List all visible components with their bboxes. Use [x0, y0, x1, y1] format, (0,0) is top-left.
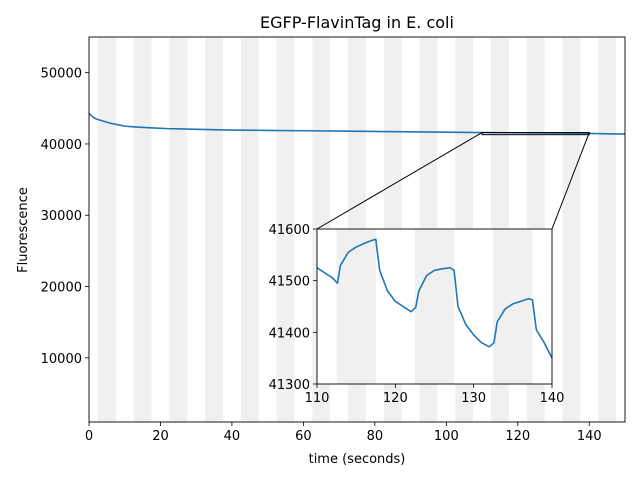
inset-band-0 [336, 229, 376, 384]
main-frame [88, 36, 626, 423]
inset-x-tick-label: 110 [305, 391, 330, 406]
inset-y-tick-label: 41400 [269, 326, 310, 341]
inset-x-tick-label: 130 [461, 391, 486, 406]
zoom-connector-left [316, 132, 483, 230]
main-x-tick-label: 140 [577, 429, 602, 444]
inset-x-tick-label: 120 [383, 391, 408, 406]
main-x-tick-label: 0 [85, 429, 93, 444]
main-x-tick-label: 40 [224, 429, 241, 444]
main-band-3 [205, 37, 223, 422]
chart-title: EGFP-FlavinTag in E. coli [260, 13, 454, 32]
inset-band-2 [493, 229, 533, 384]
main-x-tick-label: 100 [434, 429, 459, 444]
main-x-tick-label: 20 [152, 429, 169, 444]
main-band-4 [240, 37, 259, 422]
main-x-tick-label: 120 [505, 429, 530, 444]
inset-band-1 [414, 229, 455, 384]
main-band-1 [133, 37, 152, 422]
main-x-tick-label: 80 [367, 429, 384, 444]
zoom-connector-right [551, 132, 590, 230]
inset-y-tick-label: 41600 [269, 223, 310, 238]
main-band-14 [598, 37, 617, 422]
main-band-13 [562, 37, 581, 422]
inset-y-tick-label: 41300 [269, 378, 310, 393]
main-y-tick-label: 50000 [41, 67, 82, 82]
main-y-tick-label: 20000 [41, 281, 82, 296]
main-band-0 [97, 37, 116, 422]
main-y-tick-label: 30000 [41, 209, 82, 224]
inset-series-line-0 [316, 238, 553, 359]
inset-y-tick-label: 41500 [269, 275, 310, 290]
inset-plot-area: 110 120 130 140 41300 41400 41500 41600 [269, 223, 565, 406]
main-band-2 [169, 37, 188, 422]
x-axis-label: time (seconds) [309, 452, 406, 467]
main-y-tick-label: 40000 [41, 138, 82, 153]
inset-connector-lines [316, 132, 590, 230]
main-y-tick-label: 10000 [41, 352, 82, 367]
main-x-tick-label: 60 [295, 429, 312, 444]
y-axis-label: Fluorescence [16, 187, 31, 273]
main-band-5 [276, 37, 295, 422]
inset-frame [316, 228, 553, 385]
inset-x-tick-label: 140 [540, 391, 565, 406]
